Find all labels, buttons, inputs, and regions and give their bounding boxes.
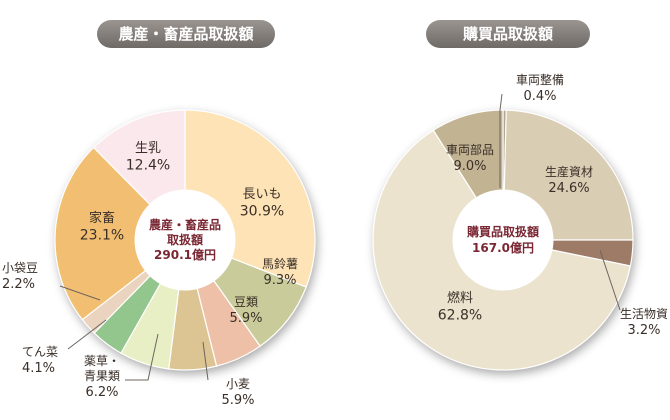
slice-value-2-1: 0.4%	[523, 89, 556, 104]
slice-value-1-9: 12.4%	[126, 157, 170, 173]
slice-value-1-1: 30.9%	[240, 203, 284, 219]
slice-label-1-2: 馬鈴薯	[262, 256, 298, 271]
leader-line-2-3	[599, 249, 621, 311]
slice-value-1-8: 23.1%	[80, 227, 124, 243]
right-chart-title: 購買品取扱額	[426, 20, 590, 48]
pie-slice-1-8	[54, 146, 186, 321]
slice-value-2-4: 62.8%	[438, 307, 482, 323]
slice-label-1-1: 長いも	[242, 187, 281, 202]
slice-label-2-5: 車両部品	[446, 142, 494, 157]
slice-label-2-4: 燃料	[447, 290, 473, 306]
slice-value-1-6: 4.1%	[22, 361, 55, 376]
slice-value-2-2: 24.6%	[548, 181, 589, 196]
pie-center-1	[134, 189, 236, 291]
slice-label-1-3: 豆類	[234, 295, 258, 309]
slice-label-1-7: 小袋豆	[2, 261, 38, 275]
slice-value-1-2: 9.3%	[263, 273, 296, 288]
pie-chart-agri	[54, 109, 316, 371]
leader-line-1-6	[67, 319, 107, 350]
slice-value-1-4: 5.9%	[221, 393, 254, 408]
slice-label-1-6: てん菜	[22, 345, 58, 359]
leader-line-1-4	[202, 341, 209, 381]
pie-center-label-1: 農産・畜産品取扱額 290.1億円	[149, 217, 221, 262]
slice-label-1-4: 小麦	[226, 377, 250, 391]
slice-label-2-1: 車両整備	[516, 72, 564, 87]
slice-label-1-9: 生乳	[135, 141, 161, 156]
pie-center-2	[452, 189, 554, 291]
slice-label-2-2: 生産資材	[545, 164, 593, 179]
slice-value-1-7: 2.2%	[2, 277, 35, 292]
slice-value-1-5: 6.2%	[85, 385, 118, 400]
slice-label-1-8: 家畜	[89, 210, 115, 226]
slice-label-2-3: 生活物資	[620, 307, 668, 321]
slice-value-2-3: 3.2%	[627, 323, 660, 338]
leader-line-1-5	[125, 333, 159, 381]
slice-label-1-5: 薬草・青果類	[84, 354, 120, 383]
pie-chart-purchase	[372, 109, 634, 371]
slice-value-2-5: 9.0%	[453, 159, 486, 174]
pie-center-label-2: 購買品取扱額 167.0億円	[466, 224, 539, 255]
leader-line-2-1	[499, 93, 503, 188]
left-chart-title: 農産・畜産品取扱額	[97, 20, 275, 48]
slice-value-1-3: 5.9%	[229, 311, 262, 326]
leader-line-1-7	[59, 285, 101, 301]
